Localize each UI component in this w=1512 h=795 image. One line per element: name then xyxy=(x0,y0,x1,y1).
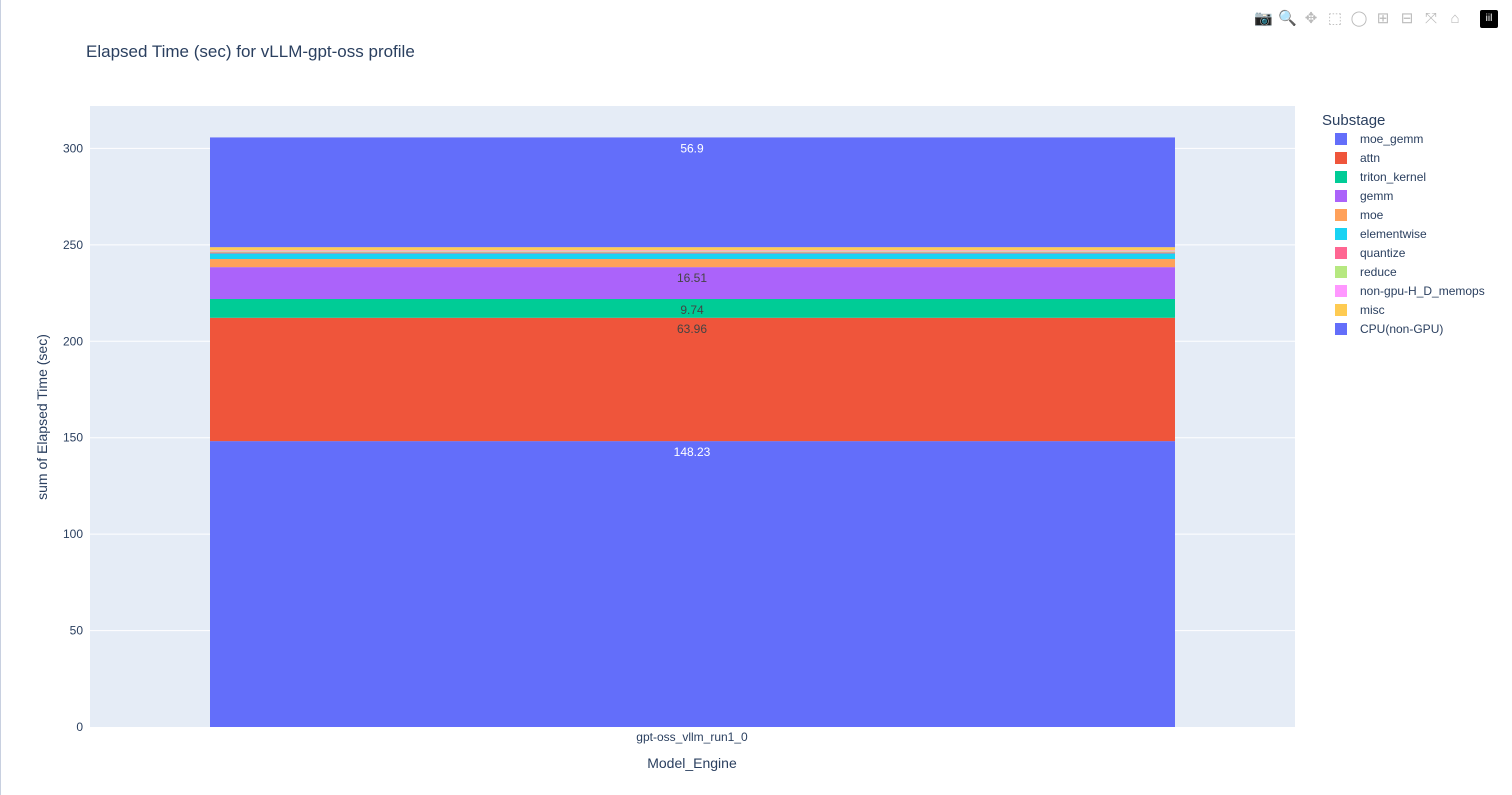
data-label: 9.74 xyxy=(680,303,704,317)
zoom-out-icon[interactable]: ⊟ xyxy=(1400,10,1414,27)
data-label: 63.96 xyxy=(677,322,707,336)
pan-icon[interactable]: ✥ xyxy=(1304,10,1318,27)
zoom-icon[interactable]: 🔍 xyxy=(1278,10,1297,27)
autoscale-icon[interactable]: ⤧ xyxy=(1424,10,1437,27)
y-tick-label: 100 xyxy=(63,527,83,541)
legend-swatch[interactable] xyxy=(1335,323,1347,335)
data-label: 16.51 xyxy=(677,271,707,285)
zoom-in-icon[interactable]: ⊞ xyxy=(1376,10,1390,27)
legend-title: Substage xyxy=(1322,112,1385,129)
legend-item[interactable]: CPU(non-GPU) xyxy=(1360,322,1443,336)
legend-swatch[interactable] xyxy=(1335,133,1347,145)
bar-segment-elementwise[interactable] xyxy=(210,253,1175,260)
legend-swatch[interactable] xyxy=(1335,285,1347,297)
bar-segment-non-gpu-H_D_memops[interactable] xyxy=(210,250,1175,252)
data-label: 148.23 xyxy=(674,445,711,459)
reset-axes-icon[interactable]: ⌂ xyxy=(1450,10,1460,27)
legend-item[interactable]: moe xyxy=(1360,208,1384,222)
camera-icon[interactable]: 📷 xyxy=(1254,10,1273,27)
legend-item[interactable]: quantize xyxy=(1360,246,1406,260)
legend-item[interactable]: misc xyxy=(1360,303,1385,317)
y-tick-label: 300 xyxy=(63,141,83,155)
bar-segment-moe[interactable] xyxy=(210,259,1175,268)
y-tick-label: 150 xyxy=(63,431,83,445)
bar-segment-moe_gemm[interactable] xyxy=(210,441,1175,727)
y-tick-label: 50 xyxy=(70,624,84,638)
legend-item[interactable]: triton_kernel xyxy=(1360,170,1426,184)
legend-swatch[interactable] xyxy=(1335,171,1347,183)
legend-item[interactable]: elementwise xyxy=(1360,227,1427,241)
y-axis-title: sum of Elapsed Time (sec) xyxy=(34,334,50,500)
legend-item[interactable]: reduce xyxy=(1360,265,1397,279)
legend-item[interactable]: non-gpu-H_D_memops xyxy=(1360,284,1485,298)
data-label: 56.9 xyxy=(680,141,704,155)
x-tick-label: gpt-oss_vllm_run1_0 xyxy=(636,730,748,744)
legend-swatch[interactable] xyxy=(1335,190,1347,202)
x-axis-title: Model_Engine xyxy=(647,755,737,771)
box-select-icon[interactable]: ⬚ xyxy=(1327,10,1343,27)
bar-segment-quantize[interactable] xyxy=(210,252,1175,254)
y-tick-label: 200 xyxy=(63,334,83,348)
legend-swatch[interactable] xyxy=(1335,266,1347,278)
legend-swatch[interactable] xyxy=(1335,152,1347,164)
bar-segment-gemm[interactable] xyxy=(210,267,1175,299)
y-tick-label: 250 xyxy=(63,238,83,252)
modebar: 📷 🔍 ✥ ⬚ ◯ ⊞ ⊟ ⤧ ⌂ iil xyxy=(1254,10,1498,28)
chart-title: Elapsed Time (sec) for vLLM-gpt-oss prof… xyxy=(86,42,415,61)
bar-segment-reduce[interactable] xyxy=(210,251,1175,253)
bar-segment-misc[interactable] xyxy=(210,247,1175,251)
legend-item[interactable]: moe_gemm xyxy=(1360,132,1423,146)
bar-segment-attn[interactable] xyxy=(210,317,1175,442)
lasso-select-icon[interactable]: ◯ xyxy=(1350,10,1368,27)
legend-item[interactable]: gemm xyxy=(1360,189,1393,203)
legend-swatch[interactable] xyxy=(1335,304,1347,316)
legend-swatch[interactable] xyxy=(1335,228,1347,240)
plotly-logo-icon[interactable]: iil xyxy=(1480,10,1498,28)
legend-swatch[interactable] xyxy=(1335,247,1347,259)
legend-swatch[interactable] xyxy=(1335,209,1347,221)
bar-segment-CPU(non-GPU)[interactable] xyxy=(210,137,1175,248)
bar-segment-triton_kernel[interactable] xyxy=(210,298,1175,318)
legend-item[interactable]: attn xyxy=(1360,151,1380,165)
y-tick-label: 0 xyxy=(76,720,83,734)
